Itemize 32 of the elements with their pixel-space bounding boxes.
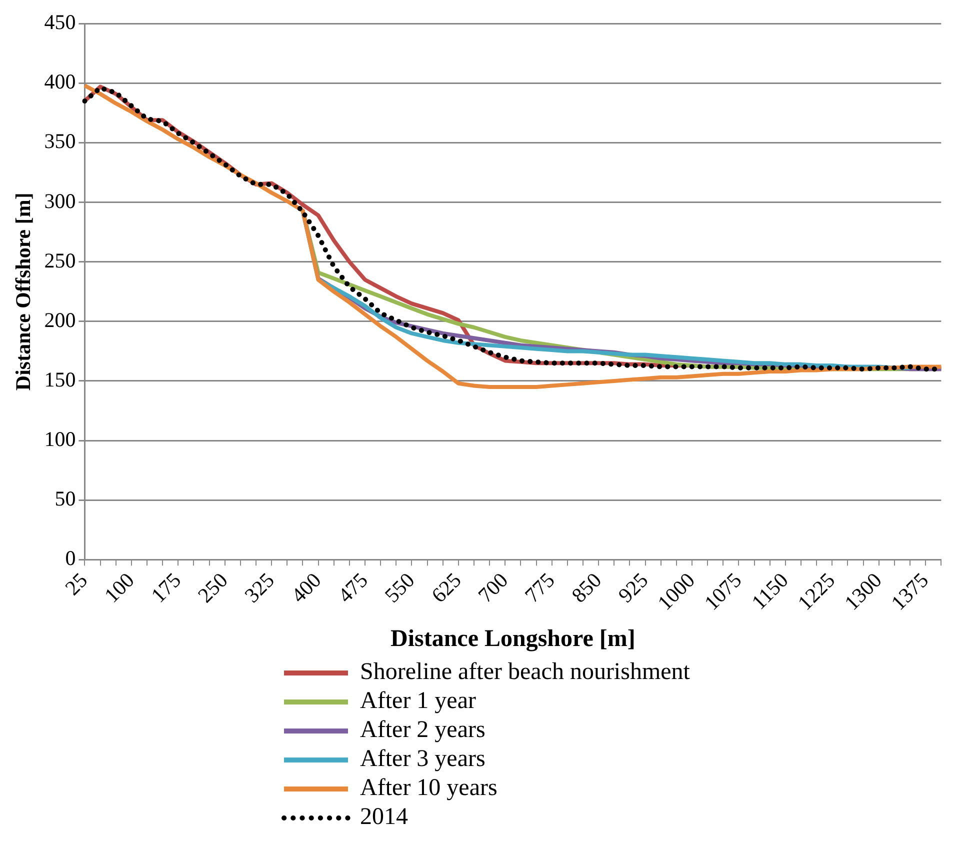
legend-label: After 1 year: [360, 688, 476, 715]
x-tick-label: 25: [60, 568, 92, 600]
legend-label: After 2 years: [360, 717, 486, 744]
y-tick-label: 350: [44, 129, 76, 154]
x-tick-label: 625: [426, 568, 466, 608]
x-tick-label: 100: [100, 568, 139, 608]
y-tick-label: 100: [44, 427, 76, 452]
x-tick-label: 325: [240, 568, 280, 608]
x-tick-label: 1150: [746, 568, 793, 614]
y-tick-label: 150: [44, 368, 76, 392]
x-tick-label: 250: [193, 568, 232, 608]
y-axis-title: Distance Offshore [m]: [11, 192, 36, 391]
y-tick-label: 300: [44, 188, 76, 213]
legend-label: After 10 years: [360, 775, 498, 802]
x-tick-label: 850: [566, 568, 606, 608]
legend-label: After 3 years: [360, 746, 486, 773]
x-tick-label: 775: [520, 568, 560, 608]
x-axis-title: Distance Longshore [m]: [390, 626, 636, 652]
x-tick-label: 175: [146, 568, 186, 608]
x-tick-label: 700: [473, 568, 513, 608]
legend-label: Shoreline after beach nourishment: [360, 659, 690, 686]
y-tick-label: 200: [44, 308, 76, 332]
y-tick-label: 250: [44, 248, 76, 272]
y-tick-label: 400: [44, 70, 76, 94]
x-tick-label: 550: [380, 568, 420, 608]
x-tick-label: 400: [286, 568, 326, 608]
x-tick-label: 925: [613, 568, 653, 608]
legend-label: 2014: [360, 804, 408, 831]
x-tick-label: 475: [333, 568, 372, 608]
y-tick-label: 50: [54, 486, 76, 511]
y-tick-label: 0: [65, 546, 76, 570]
y-tick-label: 450: [44, 10, 76, 34]
